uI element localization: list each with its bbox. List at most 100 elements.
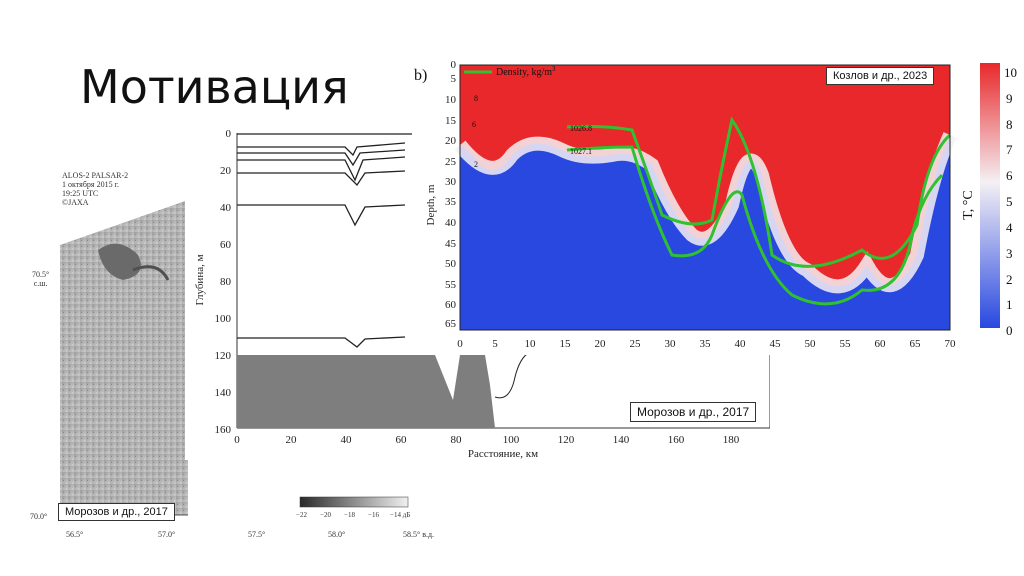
svg-text:5: 5 [492,338,498,350]
svg-text:−20: −20 [320,511,331,519]
warm-water [460,65,950,287]
svg-text:140: 140 [215,387,232,399]
svg-text:50: 50 [805,338,817,350]
lon-label: 56.5° [66,530,83,539]
sar-header: ALOS-2 PALSAR-2 1 октября 2015 г. 19:25 … [62,171,129,207]
svg-text:8: 8 [1006,117,1013,132]
svg-text:65: 65 [910,338,922,350]
svg-text:6: 6 [472,120,476,129]
svg-text:1026.8: 1026.8 [570,124,592,133]
svg-text:20: 20 [445,135,457,147]
lon-label: 57.5° [248,530,265,539]
sar-swath [60,200,188,515]
sar-image-panel: 56.5° 57.0° 57.5° 58.0° 58.5° в.д. −22 −… [30,160,458,545]
sar-caption: Морозов и др., 2017 [58,503,175,521]
svg-text:−14 дБ: −14 дБ [390,511,410,519]
svg-text:140: 140 [613,434,630,446]
svg-text:25: 25 [630,338,642,350]
svg-text:0: 0 [234,434,240,446]
svg-text:15: 15 [560,338,572,350]
svg-text:−16: −16 [368,511,379,519]
svg-text:80: 80 [220,276,232,288]
svg-text:120: 120 [558,434,575,446]
svg-text:160: 160 [215,424,232,436]
svg-text:55: 55 [445,279,457,291]
svg-text:0: 0 [226,128,232,140]
svg-text:20: 20 [286,434,298,446]
svg-text:2: 2 [474,160,478,169]
depth-x-ticks: 0 20 40 60 80 100 120 140 160 180 [234,434,740,446]
depth-ylabel: Глубина, м [194,254,206,305]
svg-text:7: 7 [1006,142,1013,157]
svg-text:60: 60 [396,434,408,446]
svg-text:60: 60 [220,239,232,251]
svg-text:55: 55 [840,338,852,350]
svg-text:5: 5 [1006,194,1013,209]
svg-text:10: 10 [445,94,457,106]
svg-text:40: 40 [220,202,232,214]
svg-text:3: 3 [1006,246,1013,261]
temp-ylabel: Depth, m [425,184,437,225]
svg-text:35: 35 [445,196,457,208]
isolines [237,133,415,348]
legend-label: Density, kg/m3 [496,65,556,78]
svg-text:9: 9 [1006,91,1013,106]
temp-y-ticks: 0 5 10 15 20 25 30 35 40 45 50 55 60 65 [445,59,457,330]
svg-text:70: 70 [945,338,957,350]
temp-colorbar-label: T, °C [961,190,976,219]
svg-text:10: 10 [1004,65,1017,80]
svg-text:4: 4 [1006,220,1013,235]
svg-text:80: 80 [451,434,463,446]
svg-text:−18: −18 [344,511,355,519]
svg-text:20: 20 [595,338,607,350]
sar-dark-patch [98,243,141,280]
svg-text:45: 45 [445,238,457,250]
lat-label-bottom: 70.0° [30,512,48,521]
lon-label: 58.0° [328,530,345,539]
svg-text:60: 60 [445,299,457,311]
svg-text:50: 50 [445,258,457,270]
svg-text:6: 6 [1006,168,1013,183]
temperature-section-panel: 0 5 10 15 20 25 30 35 40 45 50 55 60 65 0 5 10 15 20 2… [412,55,1022,355]
svg-text:65: 65 [445,318,457,330]
svg-text:40: 40 [445,217,457,229]
seabed [237,355,495,428]
lon-label: 57.0° [158,530,175,539]
lat-label-top: 70.5° с.ш. [32,270,50,288]
svg-text:160: 160 [668,434,685,446]
svg-text:20: 20 [220,165,232,177]
depth-xlabel: Расстояние, км [468,448,538,460]
svg-text:0: 0 [1006,323,1013,338]
svg-text:8: 8 [474,94,478,103]
svg-text:0: 0 [457,338,463,350]
density-contours [566,116,952,306]
svg-text:15: 15 [445,115,457,127]
svg-text:100: 100 [215,313,232,325]
svg-text:35: 35 [700,338,712,350]
svg-text:2: 2 [1006,272,1013,287]
svg-text:100: 100 [503,434,520,446]
contour-labels: 1026.8 1027.1 8 6 2 [472,94,592,169]
svg-text:40: 40 [735,338,747,350]
svg-text:−22: −22 [296,511,307,519]
svg-text:10: 10 [525,338,537,350]
svg-text:5: 5 [451,73,457,85]
svg-text:1: 1 [1006,297,1013,312]
lon-label: 58.5° в.д. [403,530,434,539]
svg-text:40: 40 [341,434,353,446]
temp-x-ticks: 0 5 10 15 20 25 30 35 40 45 50 55 60 65 70 [457,338,956,350]
svg-text:25: 25 [445,156,457,168]
temp-caption: Козлов и др., 2023 [826,67,935,85]
depth-caption: Морозов и др., 2017 [630,402,757,422]
sar-colorbar [299,496,409,508]
svg-text:0: 0 [451,59,457,71]
temp-colorbar [980,63,1000,328]
svg-text:30: 30 [665,338,677,350]
svg-text:180: 180 [723,434,740,446]
svg-text:45: 45 [770,338,782,350]
svg-text:1027.1: 1027.1 [570,147,592,156]
svg-text:120: 120 [215,350,232,362]
panel-letter: b) [414,67,427,84]
